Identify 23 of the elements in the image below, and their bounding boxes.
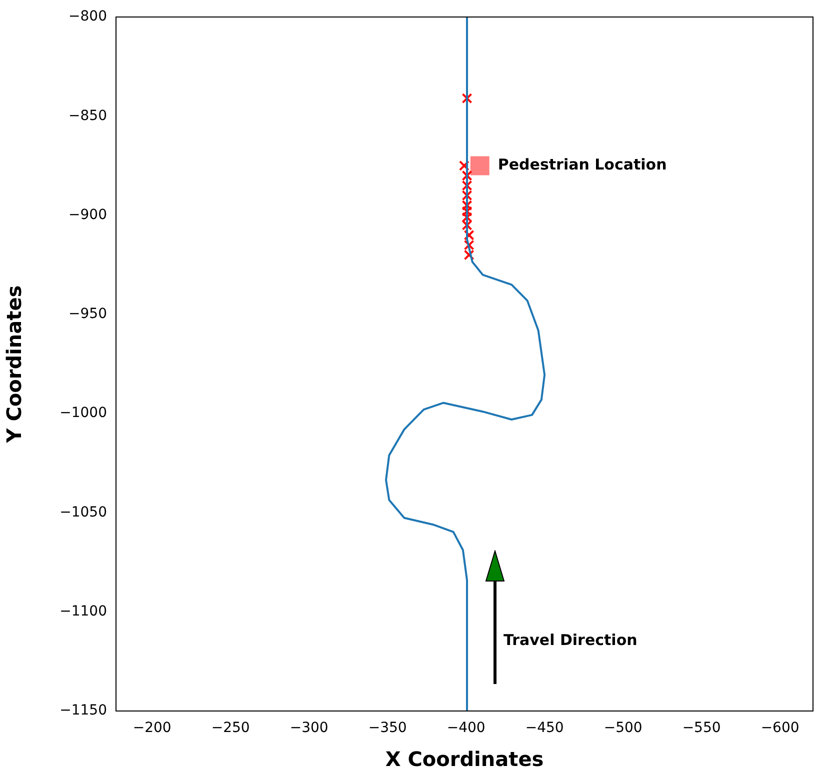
x-tick-label: −550 (682, 720, 721, 736)
x-tick-label: −500 (604, 720, 642, 736)
x-tick-label: −450 (525, 720, 564, 736)
y-tick-label: −900 (68, 206, 107, 223)
point (462, 93, 472, 104)
y-tick-label: −1150 (60, 702, 107, 719)
x-tick-label: −250 (211, 720, 250, 736)
annotation: Pedestrian Location (498, 156, 667, 174)
x-tick-label: −350 (368, 720, 407, 736)
x-tick-label: −200 (132, 720, 172, 736)
annotation: Travel Direction (504, 630, 638, 649)
x-tick-label: −300 (290, 720, 328, 736)
y-tick-label: −1050 (60, 504, 107, 520)
x-tick-label: −600 (760, 720, 800, 736)
y-tick-label: −950 (68, 306, 107, 322)
y-tick-label: −850 (68, 108, 107, 124)
y-tick-label: −1000 (60, 405, 107, 422)
point (470, 156, 490, 176)
y-axis-title: Y Coordinates (2, 285, 26, 444)
x-axis-title: X Coordinates (385, 747, 544, 772)
y-tick-label: −1100 (60, 604, 107, 620)
x-tick-label: −400 (446, 720, 486, 736)
y-tick-label: −800 (68, 8, 107, 25)
